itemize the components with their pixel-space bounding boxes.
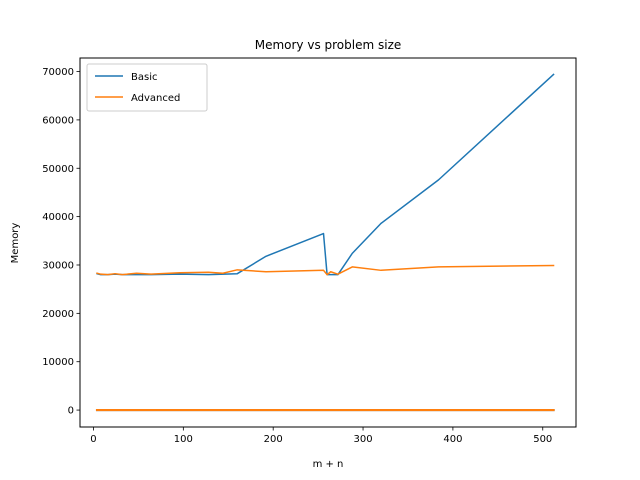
x-tick-label: 100: [174, 434, 193, 445]
plot-frame: [79, 57, 577, 428]
legend: Basic Advanced: [86, 63, 208, 112]
x-tick-label: 500: [533, 434, 552, 445]
legend-label-advanced: Advanced: [131, 93, 180, 104]
y-tick-label: 30000: [42, 260, 74, 271]
chart-title: Memory vs problem size: [255, 38, 402, 52]
y-tick-label: 60000: [42, 115, 74, 126]
y-tick-label: 0: [68, 406, 74, 417]
y-tick-label: 20000: [42, 309, 74, 320]
y-ticks: 0 10000 20000 30000 40000 50000 60000 70000: [42, 67, 80, 417]
series-layer: [95, 73, 555, 412]
x-tick-label: 0: [90, 434, 96, 445]
series-line-advanced: [96, 264, 555, 276]
x-tick-label: 200: [264, 434, 283, 445]
y-tick-label: 50000: [42, 164, 74, 175]
x-ticks: 0 100 200 300 400 500: [90, 427, 552, 445]
x-axis-label: m + n: [313, 459, 344, 470]
x-tick-label: 400: [443, 434, 462, 445]
y-tick-label: 40000: [42, 212, 74, 223]
y-tick-label: 10000: [42, 357, 74, 368]
y-axis-label: Memory: [10, 223, 21, 264]
y-tick-label: 70000: [42, 67, 74, 78]
x-tick-label: 300: [353, 434, 372, 445]
legend-label-basic: Basic: [131, 72, 157, 83]
